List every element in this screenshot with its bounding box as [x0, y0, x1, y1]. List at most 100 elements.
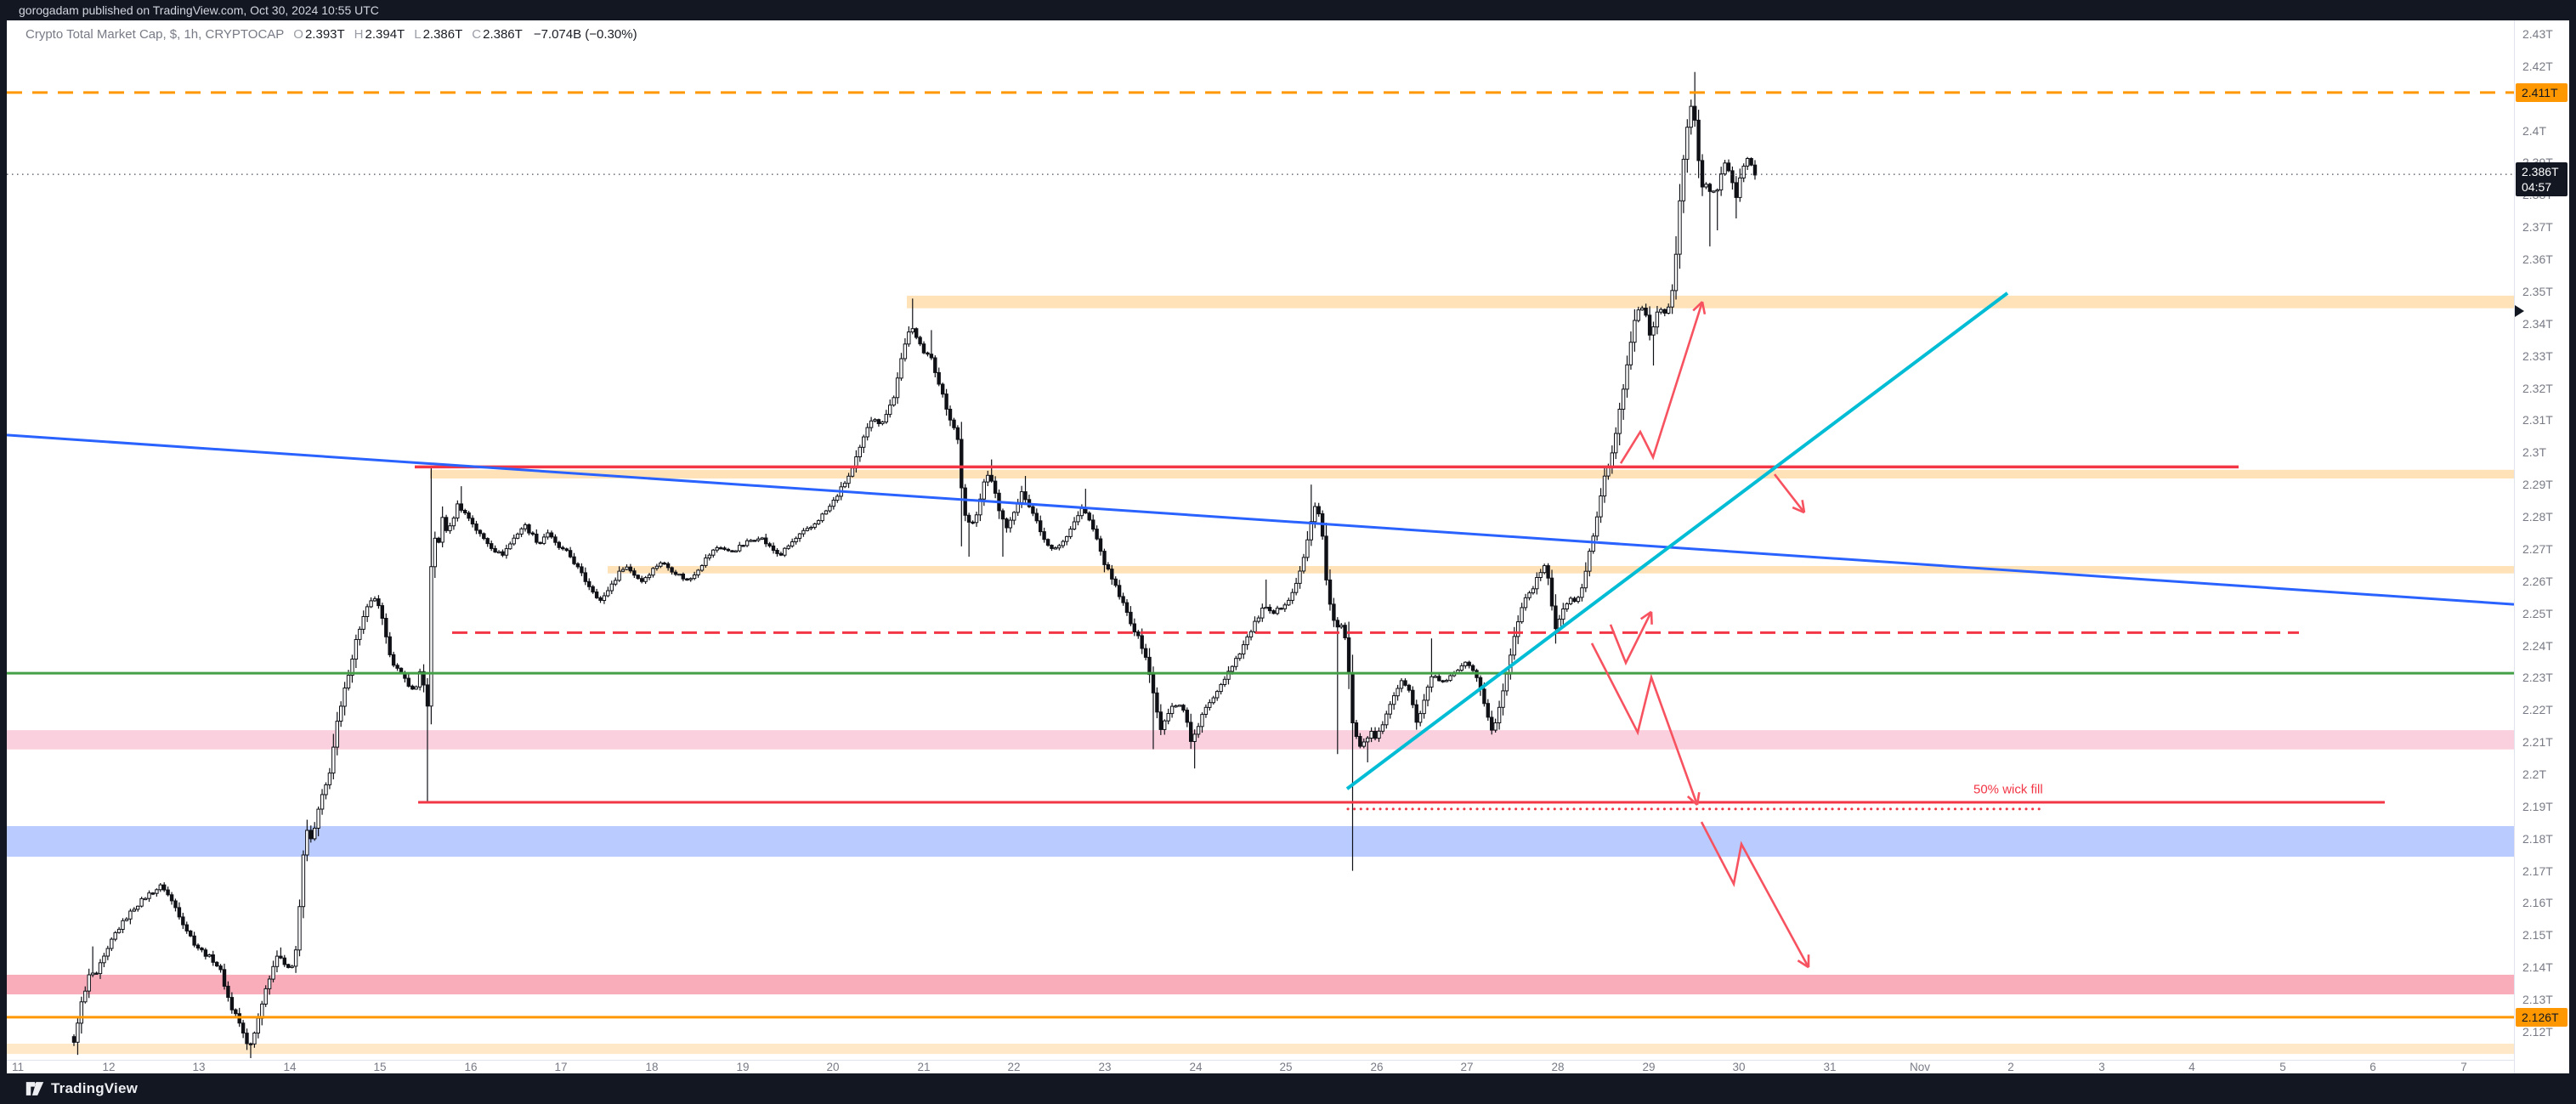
candles[interactable] — [71, 71, 1758, 1058]
time-tick: 12 — [102, 1061, 116, 1073]
chart-annotation[interactable]: 50% wick fill — [1973, 782, 2043, 796]
footer-bar: TradingView — [0, 1073, 2576, 1104]
time-tick: 24 — [1189, 1061, 1203, 1073]
time-tick: 21 — [917, 1061, 931, 1073]
price-tick: 2.2T — [2522, 767, 2547, 781]
current-price-label: 2.386T 04:57 — [2516, 162, 2568, 197]
tradingview-brand: TradingView — [51, 1080, 139, 1096]
projection-arrow-breakdown[interactable] — [1590, 643, 1699, 806]
time-tick: 29 — [1642, 1061, 1656, 1073]
projection-arrow-up-to-supply-head — [1692, 301, 1703, 312]
ohlc-key: H — [354, 27, 364, 42]
supply-zone-2294[interactable] — [430, 469, 2514, 478]
time-tick: 28 — [1551, 1061, 1565, 1073]
time-tick: 20 — [826, 1061, 840, 1073]
ohlc-values: O 2.393T H 2.394T L 2.386T C 2.386T −7.074B (−0.… — [284, 27, 637, 42]
price-tick: 2.34T — [2522, 316, 2553, 331]
price-tick: 2.3T — [2522, 445, 2547, 460]
projection-arrow-up-to-supply[interactable] — [1619, 301, 1704, 464]
price-tick: 2.12T — [2522, 1024, 2553, 1039]
price-tick: 2.18T — [2522, 831, 2553, 846]
price-tick: 2.14T — [2522, 960, 2553, 975]
time-tick: 26 — [1370, 1061, 1384, 1073]
time-tick: 31 — [1823, 1061, 1837, 1073]
descending-blue-trendline[interactable] — [6, 433, 2515, 606]
time-tick: 18 — [645, 1061, 659, 1073]
time-tick: 25 — [1279, 1061, 1293, 1073]
price-tick: 2.35T — [2522, 284, 2553, 298]
price-tick: 2.26T — [2522, 574, 2553, 588]
price-tick: 2.36T — [2522, 252, 2553, 267]
publish-header: gorogadam published on TradingView.com, … — [0, 0, 2576, 20]
level-price-label: 2.411T — [2516, 82, 2568, 102]
time-tick: 4 — [2188, 1061, 2195, 1073]
price-tick: 2.42T — [2522, 59, 2553, 73]
projection-arrow-reject-supply-head — [1801, 500, 1806, 513]
projection-arrow-reject-supply-head — [1792, 506, 1805, 514]
time-tick: 15 — [373, 1061, 387, 1073]
projection-arrow-continuation-down[interactable] — [1700, 821, 1810, 968]
ohlc-value: 2.393T — [304, 27, 345, 42]
time-tick: 30 — [1732, 1061, 1746, 1073]
demand-zone-pink-lower[interactable] — [7, 974, 2514, 994]
time-tick: Nov — [1909, 1061, 1931, 1073]
time-tick: 7 — [2460, 1061, 2467, 1073]
ascending-cyan-trendline[interactable] — [1345, 292, 2009, 790]
price-tick: 2.27T — [2522, 541, 2553, 556]
price-tick: 2.16T — [2522, 896, 2553, 910]
time-tick: 16 — [464, 1061, 478, 1073]
time-tick: 22 — [1007, 1061, 1021, 1073]
projection-arrow-reject-supply[interactable] — [1773, 473, 1806, 513]
price-tick: 2.43T — [2522, 27, 2553, 41]
price-tick: 2.4T — [2522, 123, 2547, 138]
time-tick: 11 — [11, 1061, 25, 1073]
projection-arrow-breakdown-head — [1696, 792, 1701, 806]
price-tick: 2.32T — [2522, 381, 2553, 395]
ohlc-value: −7.074B (−0.30%) — [533, 27, 637, 42]
price-tick: 2.24T — [2522, 638, 2553, 653]
ohlc-value: 2.386T — [422, 27, 463, 42]
symbol-legend: Crypto Total Market Cap, $, 1h, CRYPTOCA… — [25, 27, 637, 42]
price-tick: 2.13T — [2522, 993, 2553, 1007]
time-tick: 2 — [2007, 1061, 2014, 1073]
time-tick: 6 — [2369, 1061, 2376, 1073]
tradingview-logo-icon — [25, 1082, 44, 1096]
publish-info: gorogadam published on TradingView.com, … — [19, 3, 379, 17]
ohlc-key: L — [414, 27, 422, 42]
price-tick: 2.37T — [2522, 220, 2553, 235]
time-tick: 14 — [283, 1061, 297, 1073]
time-tick: 13 — [192, 1061, 206, 1073]
price-tick: 2.22T — [2522, 703, 2553, 717]
tradingview-logo[interactable]: TradingView — [25, 1079, 138, 1098]
projection-arrow-bounce-up-head — [1650, 611, 1653, 625]
time-axis[interactable]: 11 12 13 14 15 16 17 18 19 20 21 22 23 24 25 26 27 28 29 30… — [7, 1060, 2514, 1074]
ohlc-value: 2.394T — [365, 27, 405, 42]
supply-zone-2349[interactable] — [907, 295, 2514, 309]
time-tick: 23 — [1098, 1061, 1112, 1073]
time-tick: 5 — [2279, 1061, 2286, 1073]
demand-zone-bottom-orange[interactable] — [7, 1044, 2514, 1055]
projection-arrow-bounce-up[interactable] — [1609, 611, 1653, 666]
supply-zone-2264[interactable] — [608, 566, 2514, 574]
time-tick: 27 — [1460, 1061, 1474, 1073]
time-tick: 17 — [554, 1061, 568, 1073]
axis-anchor-marker-icon — [2515, 305, 2524, 318]
price-tick: 2.19T — [2522, 799, 2553, 813]
projection-arrow-bounce-up-head — [1639, 610, 1652, 620]
price-tick: 2.15T — [2522, 928, 2553, 943]
projection-arrow-up-to-supply-head — [1701, 301, 1707, 315]
price-axis[interactable]: 2.43T2.42T2.4T2.39T2.38T2.37T2.36T2.35T2… — [2514, 20, 2569, 1073]
projection-arrow-breakdown-head — [1686, 795, 1698, 806]
ohlc-value: 2.386T — [483, 27, 523, 42]
price-tick: 2.28T — [2522, 510, 2553, 524]
demand-zone-blue[interactable] — [7, 826, 2514, 857]
demand-zone-pink-upper[interactable] — [7, 730, 2514, 750]
price-tick: 2.23T — [2522, 671, 2553, 685]
symbol-title[interactable]: Crypto Total Market Cap, $, 1h, CRYPTOCA… — [25, 27, 285, 42]
projection-arrow-continuation-down-head — [1797, 960, 1809, 969]
price-tick: 2.33T — [2522, 348, 2553, 363]
price-tick: 2.25T — [2522, 606, 2553, 620]
ohlc-key: O — [293, 27, 303, 42]
